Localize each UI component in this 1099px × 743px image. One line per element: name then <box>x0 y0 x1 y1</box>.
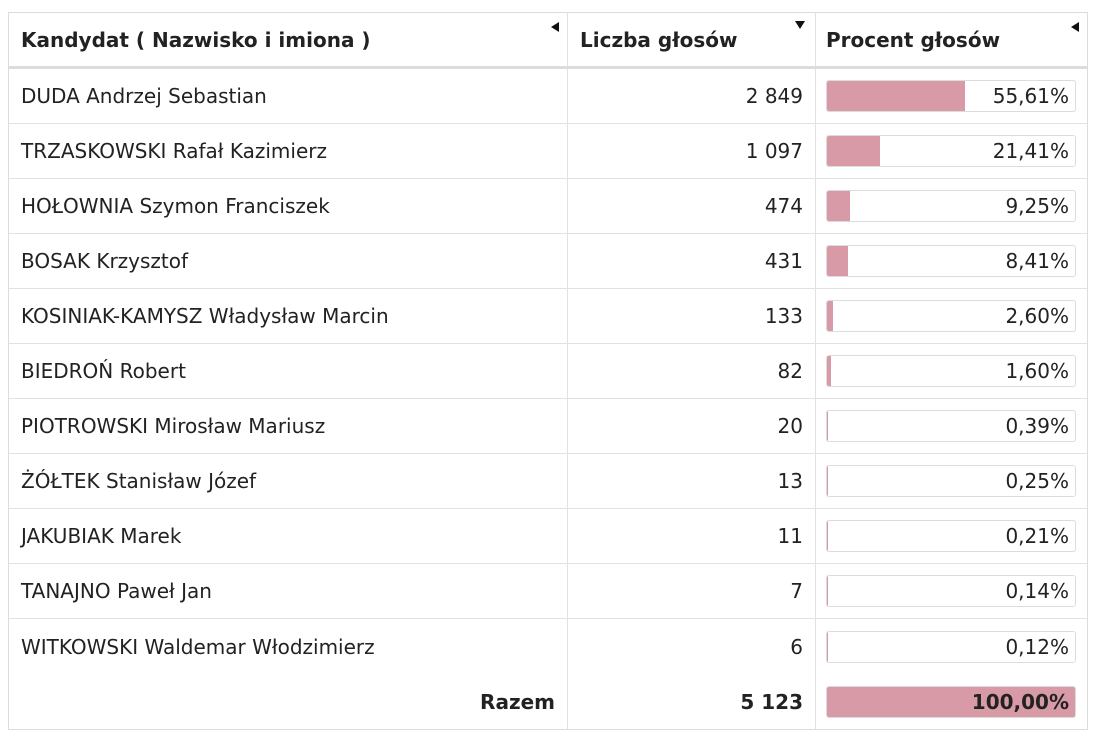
header-candidate[interactable]: Kandydat ( Nazwisko i imiona ) <box>9 13 568 66</box>
table-body: DUDA Andrzej Sebastian 2 849 55,61% TRZASKO… <box>9 69 1087 674</box>
table-row: TANAJNO Paweł Jan 7 0,14% <box>9 564 1087 619</box>
candidate-name: DUDA Andrzej Sebastian <box>9 69 568 123</box>
candidate-name: PIOTROWSKI Mirosław Mariusz <box>9 399 568 453</box>
percent-value: 8,41% <box>1005 249 1069 273</box>
percent-bar-fill <box>827 466 828 496</box>
total-votes: 5 123 <box>568 674 816 729</box>
candidate-name: BIEDROŃ Robert <box>9 344 568 398</box>
percent-bar: 55,61% <box>826 80 1076 112</box>
total-row: Razem 5 123 100,00% <box>9 674 1087 729</box>
percent-bar: 0,25% <box>826 465 1076 497</box>
percent-cell: 1,60% <box>816 344 1087 398</box>
percent-bar-fill <box>827 246 848 276</box>
vote-count: 1 097 <box>568 124 816 178</box>
candidate-name: BOSAK Krzysztof <box>9 234 568 288</box>
percent-cell: 8,41% <box>816 234 1087 288</box>
candidate-name: WITKOWSKI Waldemar Włodzimierz <box>9 619 568 674</box>
sort-left-icon[interactable] <box>551 22 559 32</box>
percent-bar-fill <box>827 686 1075 717</box>
results-table: Kandydat ( Nazwisko i imiona ) Liczba gł… <box>8 12 1088 730</box>
percent-cell: 9,25% <box>816 179 1087 233</box>
vote-count: 7 <box>568 564 816 618</box>
percent-bar: 1,60% <box>826 355 1076 387</box>
percent-bar-fill <box>827 81 965 111</box>
percent-bar: 2,60% <box>826 300 1076 332</box>
vote-count: 82 <box>568 344 816 398</box>
candidate-name: JAKUBIAK Marek <box>9 509 568 563</box>
vote-count: 6 <box>568 619 816 674</box>
total-percent-cell: 100,00% <box>816 674 1087 729</box>
percent-bar-fill <box>827 521 828 551</box>
vote-count: 474 <box>568 179 816 233</box>
header-percent[interactable]: Procent głosów <box>816 13 1087 66</box>
percent-value: 0,21% <box>1005 524 1069 548</box>
total-percent: 100,00% <box>971 689 1069 714</box>
table-row: HOŁOWNIA Szymon Franciszek 474 9,25% <box>9 179 1087 234</box>
percent-bar-fill <box>827 191 850 221</box>
percent-value: 1,60% <box>1005 359 1069 383</box>
percent-bar: 21,41% <box>826 135 1076 167</box>
percent-cell: 0,39% <box>816 399 1087 453</box>
percent-bar: 100,00% <box>826 685 1076 718</box>
header-candidate-label: Kandydat ( Nazwisko i imiona ) <box>21 27 371 52</box>
percent-value: 0,39% <box>1005 414 1069 438</box>
percent-value: 55,61% <box>992 84 1069 108</box>
table-row: ŻÓŁTEK Stanisław Józef 13 0,25% <box>9 454 1087 509</box>
table-row: TRZASKOWSKI Rafał Kazimierz 1 097 21,41% <box>9 124 1087 179</box>
table-row: JAKUBIAK Marek 11 0,21% <box>9 509 1087 564</box>
percent-bar-fill <box>827 136 881 166</box>
percent-value: 0,12% <box>1005 634 1069 659</box>
vote-count: 431 <box>568 234 816 288</box>
percent-value: 9,25% <box>1005 194 1069 218</box>
percent-value: 2,60% <box>1005 304 1069 328</box>
candidate-name: TANAJNO Paweł Jan <box>9 564 568 618</box>
percent-bar: 0,12% <box>826 630 1076 663</box>
percent-bar: 0,39% <box>826 410 1076 442</box>
header-votes[interactable]: Liczba głosów <box>568 13 816 66</box>
percent-cell: 21,41% <box>816 124 1087 178</box>
total-label: Razem <box>9 674 568 729</box>
percent-bar-fill <box>827 356 831 386</box>
table-row: BIEDROŃ Robert 82 1,60% <box>9 344 1087 399</box>
percent-value: 0,25% <box>1005 469 1069 493</box>
candidate-name: ŻÓŁTEK Stanisław Józef <box>9 454 568 508</box>
percent-bar: 9,25% <box>826 190 1076 222</box>
percent-cell: 0,12% <box>816 619 1087 674</box>
percent-value: 0,14% <box>1005 579 1069 603</box>
table-header: Kandydat ( Nazwisko i imiona ) Liczba gł… <box>9 13 1087 69</box>
percent-cell: 55,61% <box>816 69 1087 123</box>
vote-count: 13 <box>568 454 816 508</box>
sort-left-icon[interactable] <box>1071 22 1079 32</box>
sort-down-icon[interactable] <box>795 21 805 29</box>
vote-count: 20 <box>568 399 816 453</box>
percent-bar: 0,21% <box>826 520 1076 552</box>
percent-value: 21,41% <box>992 139 1069 163</box>
header-percent-label: Procent głosów <box>826 27 1001 52</box>
vote-count: 11 <box>568 509 816 563</box>
percent-bar-fill <box>827 411 828 441</box>
table-row: DUDA Andrzej Sebastian 2 849 55,61% <box>9 69 1087 124</box>
candidate-name: TRZASKOWSKI Rafał Kazimierz <box>9 124 568 178</box>
percent-bar: 0,14% <box>826 575 1076 607</box>
percent-cell: 0,25% <box>816 454 1087 508</box>
table-row: BOSAK Krzysztof 431 8,41% <box>9 234 1087 289</box>
vote-count: 2 849 <box>568 69 816 123</box>
table-row: PIOTROWSKI Mirosław Mariusz 20 0,39% <box>9 399 1087 454</box>
candidate-name: HOŁOWNIA Szymon Franciszek <box>9 179 568 233</box>
candidate-name: KOSINIAK-KAMYSZ Władysław Marcin <box>9 289 568 343</box>
percent-cell: 0,14% <box>816 564 1087 618</box>
vote-count: 133 <box>568 289 816 343</box>
table-row: WITKOWSKI Waldemar Włodzimierz 6 0,12% <box>9 619 1087 674</box>
table-row: KOSINIAK-KAMYSZ Władysław Marcin 133 2,60% <box>9 289 1087 344</box>
percent-bar-fill <box>827 301 834 331</box>
percent-cell: 0,21% <box>816 509 1087 563</box>
percent-bar: 8,41% <box>826 245 1076 277</box>
percent-cell: 2,60% <box>816 289 1087 343</box>
header-votes-label: Liczba głosów <box>580 27 738 52</box>
